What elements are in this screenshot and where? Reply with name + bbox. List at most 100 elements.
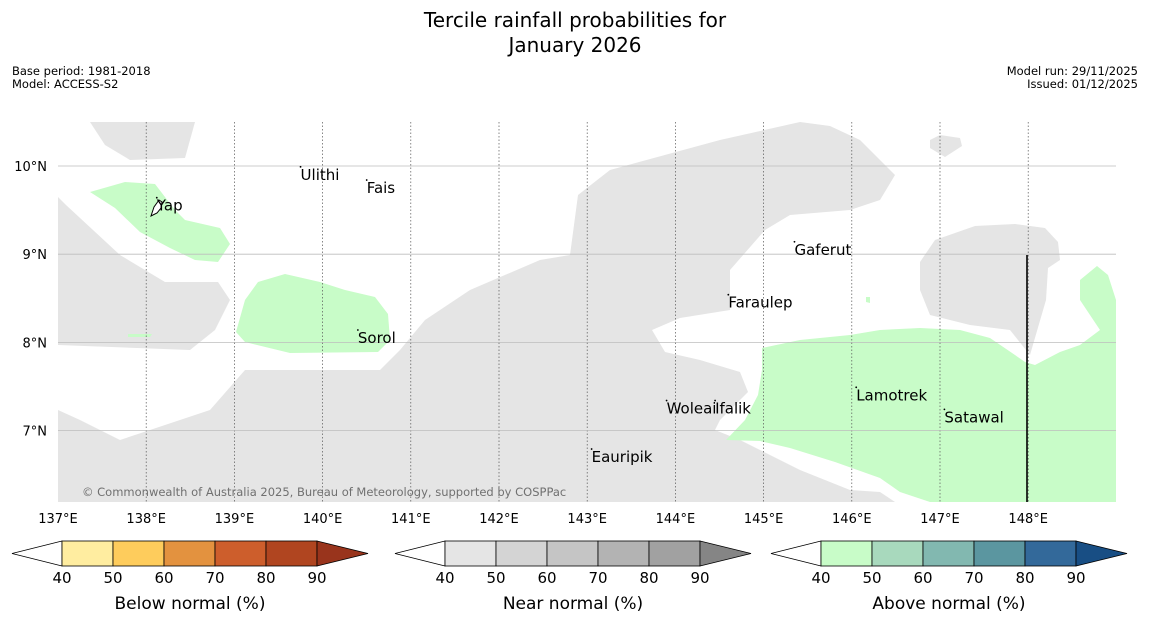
longitude-tick-label: 144°E — [656, 512, 696, 527]
place-satawal: Satawal — [943, 408, 1004, 426]
colorbar-tick-label: 40 — [435, 569, 454, 587]
latitude-tick-label: 7°N — [23, 425, 48, 440]
place-label: Woleai — [667, 400, 717, 418]
colorbar-under-triangle — [770, 540, 822, 567]
place-sorol: Sorol — [356, 329, 396, 347]
place-label: Eauripik — [592, 448, 653, 466]
colorbar-segment — [648, 540, 701, 567]
latitude-tick-label: 9°N — [23, 248, 48, 263]
colorbar-under-triangle — [11, 540, 63, 567]
colorbar-legends: 40 50 60 70 80 90 40 50 60 70 80 90 40 50 60 70 80 90 — [11, 540, 1128, 587]
longitude-tick-label: 140°E — [303, 512, 343, 527]
island-marker — [793, 240, 796, 243]
island-marker — [855, 386, 858, 389]
colorbar-tick-label: 90 — [690, 569, 709, 587]
colorbar-tick-label: 80 — [1015, 569, 1034, 587]
near-normal-region — [90, 122, 195, 160]
colorbar-label-near: Near normal (%) — [502, 594, 644, 614]
near-normal-region — [920, 224, 1060, 355]
near-normal-region — [424, 438, 434, 454]
near-normal-region — [58, 122, 895, 502]
colorbar-segment — [163, 540, 216, 567]
colorbar-segment — [820, 540, 873, 567]
colorbar-tick-label: 60 — [154, 569, 173, 587]
colorbar-0: 40 50 60 70 80 90 — [11, 540, 369, 587]
colorbar-segment — [597, 540, 650, 567]
colorbar-tick-label: 80 — [639, 569, 658, 587]
colorbar-segment — [546, 540, 599, 567]
colorbar-2: 40 50 60 70 80 90 — [770, 540, 1128, 587]
colorbar-label-above: Above normal (%) — [872, 594, 1026, 614]
map-title-line2: January 2026 — [508, 33, 642, 57]
model-run: Model run: 29/11/2025 — [1006, 64, 1138, 78]
island-marker — [365, 179, 368, 181]
colorbar-label-below: Below normal (%) — [114, 594, 266, 614]
place-ulithi: Ulithi — [299, 165, 340, 184]
place-lamotrek: Lamotrek — [855, 386, 927, 404]
above-normal-region — [726, 266, 1116, 502]
colorbar-tick-label: 80 — [256, 569, 275, 587]
colorbar-segment — [1024, 540, 1077, 567]
place-label: Gaferut — [794, 241, 851, 259]
above-normal-region — [236, 274, 390, 353]
longitude-tick-label: 148°E — [1008, 512, 1048, 527]
yap-island-outline — [150, 199, 163, 217]
base-period: Base period: 1981-2018 — [12, 64, 151, 78]
colorbar-tick-label: 40 — [811, 569, 830, 587]
longitude-tick-label: 138°E — [126, 512, 166, 527]
colorbar-segment — [265, 540, 318, 567]
axis-ticks: 137°E 138°E 139°E 140°E 141°E 142°E 143°E 144°E… — [14, 160, 1048, 527]
colorbar-1: 40 50 60 70 80 90 — [394, 540, 752, 587]
place-label: Ulithi — [301, 166, 340, 184]
place-fais: Fais — [365, 179, 395, 197]
latitude-tick-label: 10°N — [14, 160, 47, 175]
map-title-line1: Tercile rainfall probabilities for — [423, 8, 727, 32]
colorbar-segment — [495, 540, 548, 567]
place-faraulep: Faraulep — [727, 294, 793, 312]
place-gaferut: Gaferut — [793, 240, 851, 259]
colorbar-tick-label: 70 — [588, 569, 607, 587]
longitude-tick-label: 143°E — [567, 512, 607, 527]
longitude-tick-label: 142°E — [479, 512, 519, 527]
above-normal-region — [128, 334, 152, 337]
colorbar-tick-label: 90 — [1066, 569, 1085, 587]
place-label: Satawal — [944, 408, 1003, 426]
island-marker — [943, 408, 946, 411]
place-yap: Yap — [156, 197, 183, 215]
latitude-tick-label: 8°N — [23, 336, 48, 351]
longitude-tick-label: 147°E — [920, 512, 960, 527]
colorbar-over-triangle — [699, 540, 752, 567]
colorbar-segment — [61, 540, 114, 567]
colorbar-tick-label: 90 — [307, 569, 326, 587]
near-normal-region — [930, 135, 962, 157]
above-normal-region — [866, 297, 870, 303]
colorbar-under-triangle — [394, 540, 446, 567]
longitude-tick-label: 146°E — [832, 512, 872, 527]
model-name: Model: ACCESS-S2 — [12, 77, 119, 91]
copyright-notice: © Commonwealth of Australia 2025, Bureau… — [82, 485, 566, 499]
place-ifalik: Ifalik — [714, 400, 751, 418]
colorbar-over-triangle — [1075, 540, 1128, 567]
longitude-tick-label: 145°E — [744, 512, 784, 527]
above-normal-region — [90, 182, 230, 262]
colorbar-tick-label: 50 — [103, 569, 122, 587]
island-marker — [714, 399, 716, 402]
issued-date: Issued: 01/12/2025 — [1027, 77, 1138, 91]
place-label: Faraulep — [728, 294, 792, 312]
colorbar-segment — [871, 540, 924, 567]
place-woleai: Woleai — [665, 399, 717, 418]
colorbar-tick-label: 70 — [964, 569, 983, 587]
colorbar-over-triangle — [316, 540, 369, 567]
longitude-tick-label: 139°E — [215, 512, 255, 527]
colorbar-tick-label: 60 — [537, 569, 556, 587]
island-marker — [299, 165, 302, 168]
longitude-tick-label: 137°E — [38, 512, 78, 527]
colorbar-tick-label: 70 — [205, 569, 224, 587]
meta-left: Base period: 1981-2018 Model: ACCESS-S2 — [12, 65, 151, 91]
place-label: Sorol — [358, 329, 396, 347]
island-marker — [665, 399, 668, 402]
island-marker — [590, 448, 593, 450]
probability-shading — [58, 122, 1116, 502]
colorbar-segment — [922, 540, 975, 567]
